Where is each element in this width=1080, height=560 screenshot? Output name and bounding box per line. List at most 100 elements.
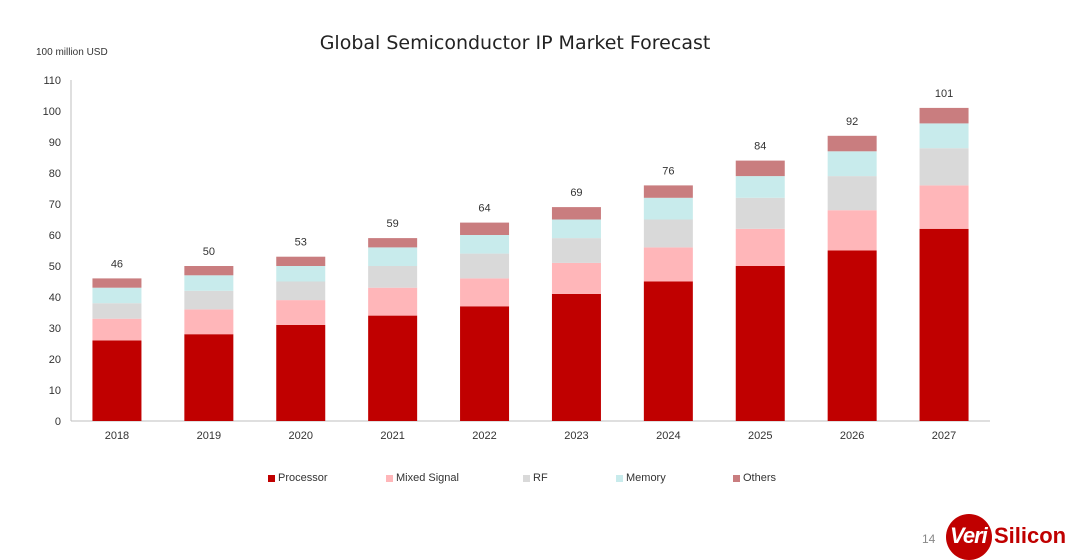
legend-swatch <box>733 474 740 482</box>
x-tick-label: 2023 <box>564 430 588 442</box>
bar-segment-memory-2024 <box>643 197 693 220</box>
legend-swatch <box>616 474 623 482</box>
bar-segment-mixed-signal-2027 <box>919 185 969 229</box>
legend-item-memory: Memory <box>616 472 733 484</box>
y-tick-label: 90 <box>49 137 61 149</box>
x-tick-label: 2019 <box>197 430 221 442</box>
bar-segment-rf-2025 <box>735 197 785 229</box>
bar-segment-others-2027 <box>919 107 969 124</box>
bar-segment-memory-2025 <box>735 176 785 198</box>
bar-segment-rf-2022 <box>460 253 510 279</box>
bar-segment-others-2025 <box>735 160 785 177</box>
x-tick-label: 2018 <box>105 430 129 442</box>
total-data-label: 64 <box>478 203 490 215</box>
x-tick-label: 2027 <box>932 430 956 442</box>
bar-segment-rf-2024 <box>643 219 693 248</box>
total-data-label: 101 <box>935 88 953 100</box>
bar-segment-rf-2021 <box>368 266 418 288</box>
bar-segment-others-2021 <box>368 238 418 248</box>
bar-segment-others-2018 <box>92 278 142 288</box>
legend-label: Processor <box>278 472 328 484</box>
y-tick-label: 70 <box>49 199 61 211</box>
logo-circle <box>946 514 992 560</box>
total-data-label: 50 <box>203 246 215 258</box>
x-tick-label: 2021 <box>380 430 404 442</box>
y-tick-label: 30 <box>49 323 61 335</box>
bar-segment-memory-2019 <box>184 275 234 291</box>
bar-segment-memory-2018 <box>92 287 142 304</box>
bar-segment-rf-2027 <box>919 148 969 186</box>
bar-segment-mixed-signal-2024 <box>643 247 693 282</box>
page-number: 14 <box>922 532 936 546</box>
bar-segment-mixed-signal-2025 <box>735 228 785 266</box>
bar-segment-processor-2027 <box>919 228 969 421</box>
legend-item-rf: RF <box>523 472 616 484</box>
total-data-label: 76 <box>662 165 674 177</box>
y-tick-label: 60 <box>49 230 61 242</box>
logo-text-veri: Veri <box>950 523 988 548</box>
x-tick-label: 2020 <box>289 430 313 442</box>
bar-segment-others-2023 <box>551 207 601 220</box>
legend: Processor Mixed Signal RF Memory Others <box>268 472 793 484</box>
x-tick-label: 2026 <box>840 430 864 442</box>
y-tick-label: 0 <box>55 416 61 428</box>
x-tick-label: 2022 <box>472 430 496 442</box>
bar-segment-mixed-signal-2022 <box>460 278 510 307</box>
bar-segment-processor-2024 <box>643 281 693 421</box>
bar-segment-processor-2021 <box>368 315 418 421</box>
bar-segment-processor-2020 <box>276 324 326 421</box>
bar-segment-others-2024 <box>643 185 693 198</box>
legend-item-others: Others <box>733 472 793 484</box>
legend-label: Mixed Signal <box>396 472 459 484</box>
legend-label: Others <box>743 472 777 484</box>
y-tick-label: 20 <box>49 354 61 366</box>
bar-segment-others-2019 <box>184 266 234 276</box>
bar-segment-mixed-signal-2026 <box>827 210 877 251</box>
x-tick-label: 2025 <box>748 430 772 442</box>
bar-segment-rf-2020 <box>276 281 326 301</box>
legend-swatch <box>386 474 393 482</box>
total-data-label: 59 <box>387 218 399 230</box>
bar-segment-memory-2021 <box>368 247 418 266</box>
labels: 46 2018 50 2019 53 2020 59 2021 64 2022 69 2023 76 20… <box>105 88 957 442</box>
bar-segment-memory-2022 <box>460 235 510 254</box>
legend-label: RF <box>533 472 548 484</box>
bar-segment-others-2026 <box>827 135 877 152</box>
y-axis-unit-label: 100 million USD <box>36 47 108 58</box>
legend-swatch <box>268 474 275 482</box>
legend-item-mixed-signal: Mixed Signal <box>386 472 523 484</box>
bar-segment-memory-2027 <box>919 123 969 149</box>
bar-segment-processor-2018 <box>92 340 142 421</box>
y-tick-label: 10 <box>49 385 61 397</box>
legend-label: Memory <box>626 472 666 484</box>
y-tick-label: 100 <box>43 106 61 118</box>
bar-segment-rf-2019 <box>184 290 234 310</box>
total-data-label: 84 <box>754 141 766 153</box>
bar-segment-memory-2026 <box>827 151 877 177</box>
bar-segment-others-2020 <box>276 256 326 266</box>
bar-segment-mixed-signal-2020 <box>276 300 326 325</box>
bar-segment-others-2022 <box>460 222 510 235</box>
logo-text-silicon: Silicon <box>994 523 1067 548</box>
bar-segment-rf-2026 <box>827 176 877 211</box>
bar-segment-mixed-signal-2018 <box>92 318 142 341</box>
total-data-label: 46 <box>111 258 123 270</box>
y-tick-label: 110 <box>43 75 61 87</box>
stacked-bar-chart: 0 10 20 30 40 50 60 70 80 90 100 110 46 2018 50 2019 53… <box>43 75 990 442</box>
legend-item-processor: Processor <box>268 472 386 484</box>
legend-swatch <box>523 474 530 482</box>
bar-segment-memory-2020 <box>276 266 326 282</box>
verisilicon-logo: Veri Silicon <box>944 510 1080 560</box>
bar-segment-mixed-signal-2019 <box>184 309 234 335</box>
chart-title: Global Semiconductor IP Market Forecast <box>319 32 711 54</box>
bar-segment-processor-2023 <box>551 293 601 421</box>
bar-segment-rf-2023 <box>551 238 601 263</box>
bar-segment-memory-2023 <box>551 219 601 239</box>
total-data-label: 53 <box>295 237 307 249</box>
bar-segment-rf-2018 <box>92 303 142 319</box>
bars <box>92 107 969 421</box>
total-data-label: 92 <box>846 116 858 128</box>
bar-segment-processor-2026 <box>827 250 877 421</box>
y-tick-label: 40 <box>49 292 61 304</box>
bar-segment-processor-2025 <box>735 266 785 421</box>
